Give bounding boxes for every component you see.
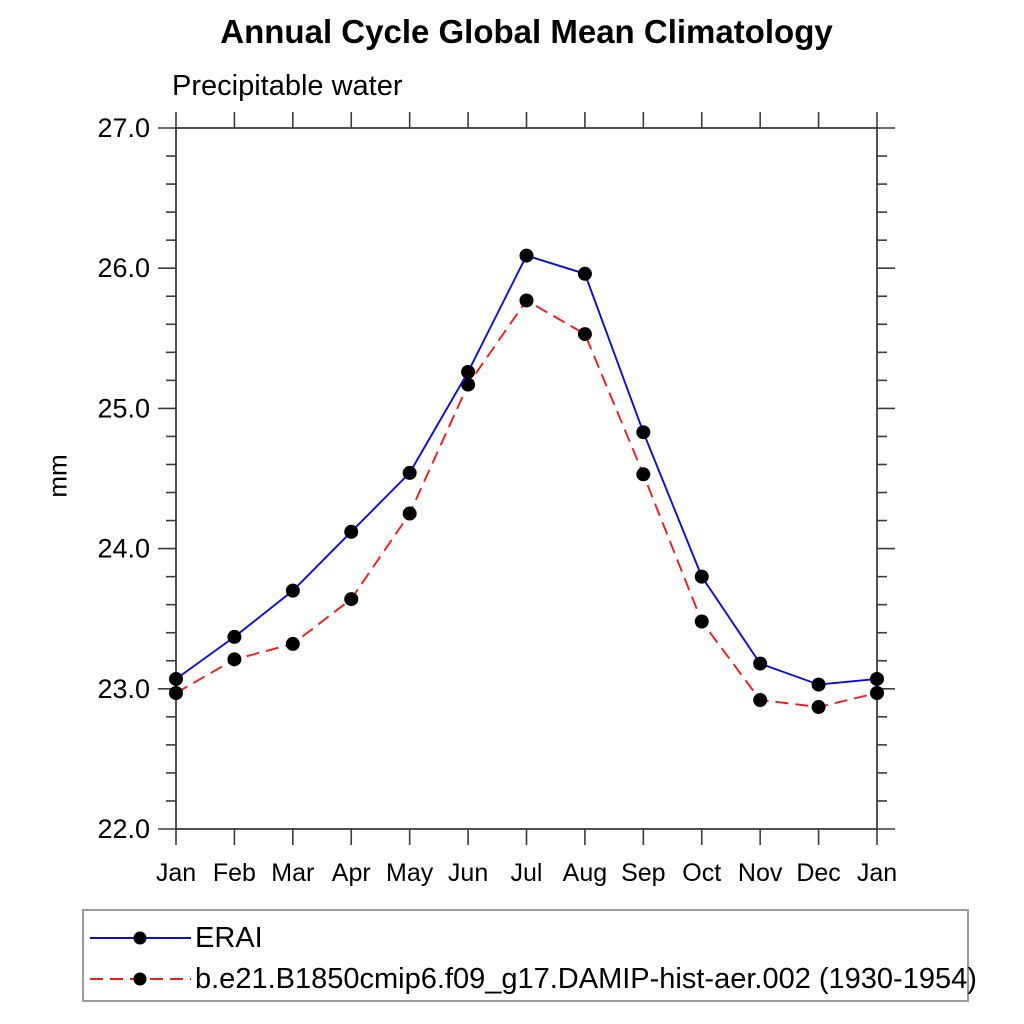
x-tick-label: Apr bbox=[332, 859, 371, 887]
data-point-marker bbox=[811, 677, 826, 692]
data-point-marker bbox=[344, 592, 359, 607]
data-point-marker bbox=[577, 327, 592, 342]
x-tick-label: Jan bbox=[857, 859, 897, 887]
data-point-marker bbox=[519, 293, 534, 308]
data-point-marker bbox=[519, 248, 534, 263]
x-tick-label: Dec bbox=[796, 859, 840, 887]
x-tick-label: Feb bbox=[213, 859, 256, 887]
legend-entry-erai: ERAI bbox=[89, 921, 263, 954]
series-line-erai bbox=[175, 254, 878, 686]
legend-marker-icon bbox=[133, 931, 147, 945]
data-point-marker bbox=[753, 656, 768, 671]
x-tick-label: Nov bbox=[738, 859, 783, 887]
y-tick-label: 25.0 bbox=[97, 393, 150, 423]
data-point-marker bbox=[636, 425, 651, 440]
data-point-marker bbox=[811, 700, 826, 715]
data-point-marker bbox=[285, 583, 300, 598]
data-point-marker bbox=[402, 465, 417, 480]
data-point-marker bbox=[344, 524, 359, 539]
x-tick-label: Jan bbox=[156, 859, 196, 887]
y-tick-label: 26.0 bbox=[97, 253, 150, 283]
legend-entry-model: b.e21.B1850cmip6.f09_g17.DAMIP-hist-aer.… bbox=[89, 962, 977, 995]
y-tick-label: 22.0 bbox=[97, 814, 150, 844]
data-point-marker bbox=[870, 671, 884, 686]
x-tick-label: Aug bbox=[563, 859, 607, 887]
data-point-marker bbox=[169, 671, 183, 686]
legend-line-sample-solid bbox=[90, 931, 191, 945]
x-tick-label: Oct bbox=[682, 859, 721, 887]
legend: ERAI b.e21.B1850cmip6.f09_g17.DAMIP-hist… bbox=[82, 909, 977, 1002]
data-point-marker bbox=[694, 569, 709, 584]
x-tick-label: Jun bbox=[448, 859, 488, 887]
data-point-marker bbox=[461, 377, 476, 392]
legend-label-model: b.e21.B1850cmip6.f09_g17.DAMIP-hist-aer.… bbox=[195, 962, 977, 995]
data-point-marker bbox=[169, 686, 183, 701]
legend-marker-icon bbox=[133, 972, 147, 986]
legend-line-sample-dashed bbox=[90, 972, 191, 986]
data-point-marker bbox=[636, 467, 651, 482]
series-line-model bbox=[175, 299, 878, 708]
data-point-marker bbox=[870, 686, 884, 701]
x-tick-label: Jul bbox=[511, 859, 543, 887]
y-tick-label: 24.0 bbox=[97, 534, 150, 564]
data-point-marker bbox=[402, 506, 417, 521]
data-point-marker bbox=[577, 266, 592, 281]
data-point-marker bbox=[753, 693, 768, 708]
x-tick-label: Sep bbox=[621, 859, 665, 887]
y-tick-label: 27.0 bbox=[97, 113, 150, 143]
data-point-marker bbox=[227, 629, 242, 644]
x-tick-label: Mar bbox=[271, 859, 314, 887]
data-point-marker bbox=[461, 364, 476, 379]
data-point-marker bbox=[285, 636, 300, 651]
legend-label-erai: ERAI bbox=[195, 921, 263, 954]
data-point-marker bbox=[227, 652, 242, 667]
x-tick-label: May bbox=[386, 859, 434, 887]
data-point-marker bbox=[694, 614, 709, 629]
y-tick-label: 23.0 bbox=[97, 674, 150, 704]
plot-frame bbox=[175, 127, 878, 830]
chart-subtitle: Precipitable water bbox=[172, 70, 403, 102]
chart-title: Annual Cycle Global Mean Climatology bbox=[220, 13, 833, 50]
